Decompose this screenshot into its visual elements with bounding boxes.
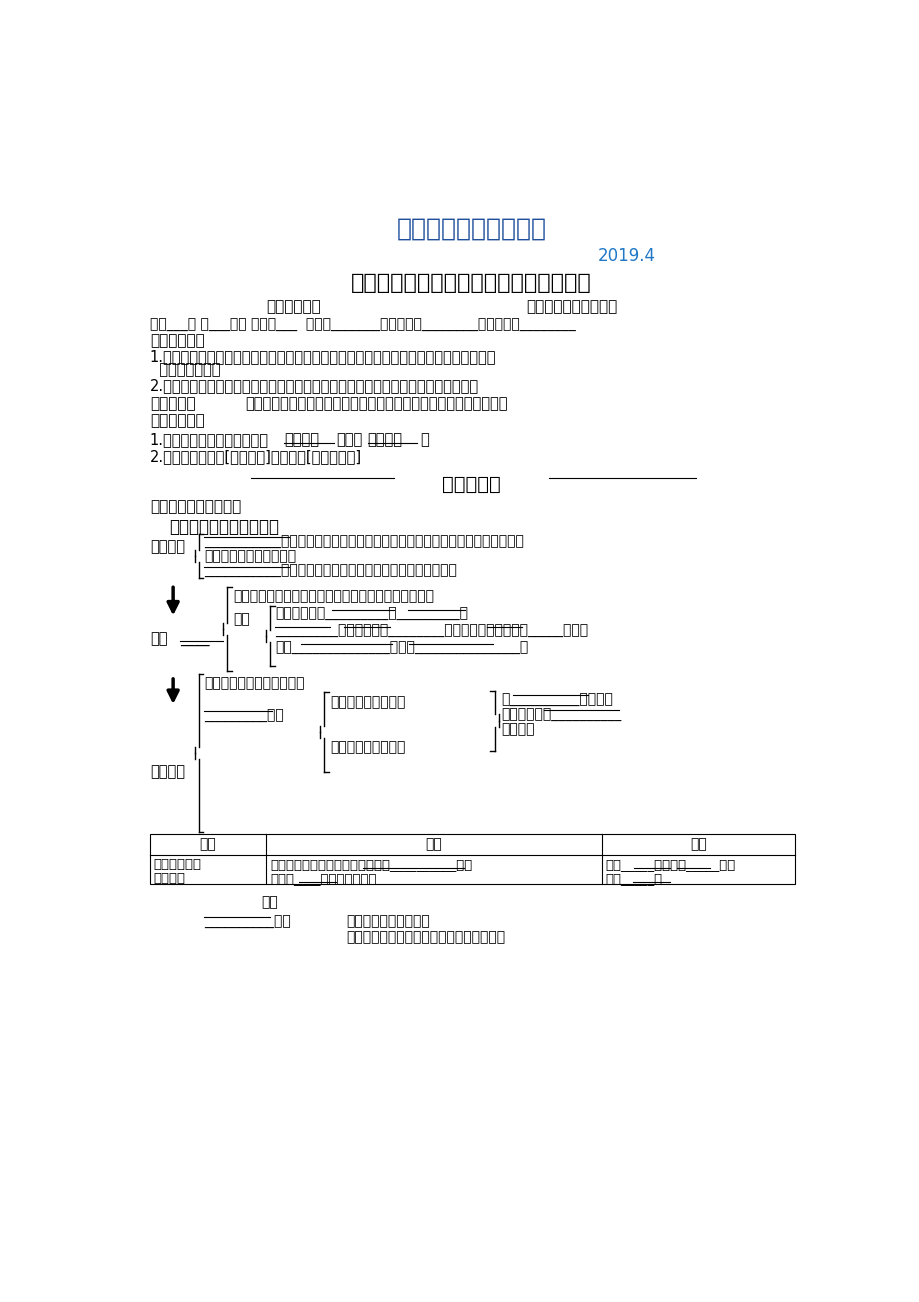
Text: 【使用说明】: 【使用说明】 <box>150 414 204 428</box>
Text: ___________上的联系：共同利用基础设施或廉价的劳动力。: ___________上的联系：共同利用基础设施或廉价的劳动力。 <box>204 564 457 578</box>
Text: 一、工业集聚与工业地域: 一、工业集聚与工业地域 <box>169 518 279 536</box>
Text: 理解工业地域形成的主要原因，分析工业集聚和分散的原因及优势。: 理解工业地域形成的主要原因，分析工业集聚和分散的原因及优势。 <box>245 397 507 411</box>
Text: 工业地域: 工业地域 <box>150 764 185 780</box>
Text: 特点: 特点 <box>425 837 441 852</box>
Text: 。: 。 <box>420 432 428 447</box>
Text: 发育程度低的工业地域: 发育程度低的工业地域 <box>346 915 429 928</box>
Text: 优势: 优势 <box>233 612 249 626</box>
Text: 【重难点】: 【重难点】 <box>150 397 196 411</box>
Text: 规划建设的工业地域: 规划建设的工业地域 <box>330 740 405 754</box>
Text: ，完成: ，完成 <box>336 432 362 447</box>
Text: 概念：工业集聚而成的地域: 概念：工业集聚而成的地域 <box>204 676 304 690</box>
Text: 内部工业联系比较复杂，工业地域__________，协: 内部工业联系比较复杂，工业地域__________，协 <box>269 858 471 871</box>
Text: 基础知识: 基础知识 <box>284 432 319 447</box>
Text: 工业联系: 工业联系 <box>150 539 185 553</box>
Text: 发育程度高的: 发育程度高的 <box>153 858 201 871</box>
Text: 2019.4: 2019.4 <box>596 247 654 266</box>
Text: 形成：具有工业联系的一些工厂往往近距离聚集起来。: 形成：具有工业联系的一些工厂往往近距离聚集起来。 <box>233 589 434 603</box>
Bar <box>150 833 795 884</box>
Text: 以__________的工业联: 以__________的工业联 <box>501 693 612 707</box>
Text: 【学习目标】: 【学习目标】 <box>150 333 204 349</box>
Text: 鞍山_____城、大庆_____城、: 鞍山_____城、大庆_____城、 <box>605 858 735 871</box>
Text: ____: ____ <box>180 631 210 646</box>
Text: 课前预习案: 课前预习案 <box>442 475 500 493</box>
Text: 自发形成的工业地域: 自发形成的工业地域 <box>330 695 405 710</box>
Text: ___________上的联系：工厂之间存在着产品与原料的联系，一家工厂生产的产: ___________上的联系：工厂之间存在着产品与原料的联系，一家工厂生产的产 <box>204 535 524 549</box>
Text: _________分类: _________分类 <box>204 710 284 723</box>
Text: __________分类: __________分类 <box>204 915 290 928</box>
Text: _________的运输费用和________，降低生产成本，获得_____效益。: _________的运输费用和________，降低生产成本，获得_____效益… <box>275 625 588 638</box>
Text: 举例: 举例 <box>689 837 706 852</box>
Text: 共同______________；节约_______________。: 共同______________；节约_______________。 <box>275 642 528 655</box>
Text: 类型: 类型 <box>199 837 216 852</box>
Text: 高一___班 第___小组 学号：___  姓名：_______小组评价：________老师评价：________: 高一___班 第___小组 学号：___ 姓名：_______小组评价：____… <box>150 318 575 332</box>
Text: 系为基础，以__________: 系为基础，以__________ <box>501 707 620 721</box>
Text: 十堰_____等: 十堰_____等 <box>605 872 662 885</box>
Text: 1.课前预习：根据导学案梳理: 1.课前预习：根据导学案梳理 <box>150 432 268 447</box>
Text: 探究题目: 探究题目 <box>368 432 403 447</box>
Text: 2.了解工业集聚和分散的主要表现形式、原因和优势以及工业地域联系的主要形式。: 2.了解工业集聚和分散的主要表现形式、原因和优势以及工业地域联系的主要形式。 <box>150 378 479 393</box>
Text: 工业地域: 工业地域 <box>153 872 186 885</box>
Text: 2.课后作业：完成[金版学案]和本节的[知识结构图]: 2.课后作业：完成[金版学案]和本节的[知识结构图] <box>150 449 361 464</box>
Text: 加强企业间的_________和_________。: 加强企业间的_________和_________。 <box>275 608 468 621</box>
Text: 审核：高一地理备课组: 审核：高一地理备课组 <box>526 299 618 315</box>
Text: 【教材基础知识梳理】: 【教材基础知识梳理】 <box>150 499 241 514</box>
Text: 成的主要原因。: 成的主要原因。 <box>150 362 221 378</box>
Text: 类型: 类型 <box>261 896 278 909</box>
Text: 编制：周解令: 编制：周解令 <box>266 299 321 315</box>
Text: 第四章第２节《工业地域的形成》导学案: 第四章第２节《工业地域的形成》导学案 <box>351 273 591 293</box>
Text: 1.运用案例理解工业联系、工业集聚、工业地域三个概念的区别与联系，理解工业地域形: 1.运用案例理解工业联系、工业集聚、工业地域三个概念的区别与联系，理解工业地域形 <box>150 349 496 363</box>
Text: 发育程度高的工业地域：如：钢城、汽车城: 发育程度高的工业地域：如：钢城、汽车城 <box>346 930 505 944</box>
Text: 作企业____，生产规模大。: 作企业____，生产规模大。 <box>269 872 376 885</box>
Text: 最新地理精品教学资料: 最新地理精品教学资料 <box>396 216 546 241</box>
Text: 工业: 工业 <box>150 631 167 646</box>
Text: 品是另一家工厂的原料。: 品是另一家工厂的原料。 <box>204 549 296 562</box>
Text: 为目的。: 为目的。 <box>501 723 534 736</box>
